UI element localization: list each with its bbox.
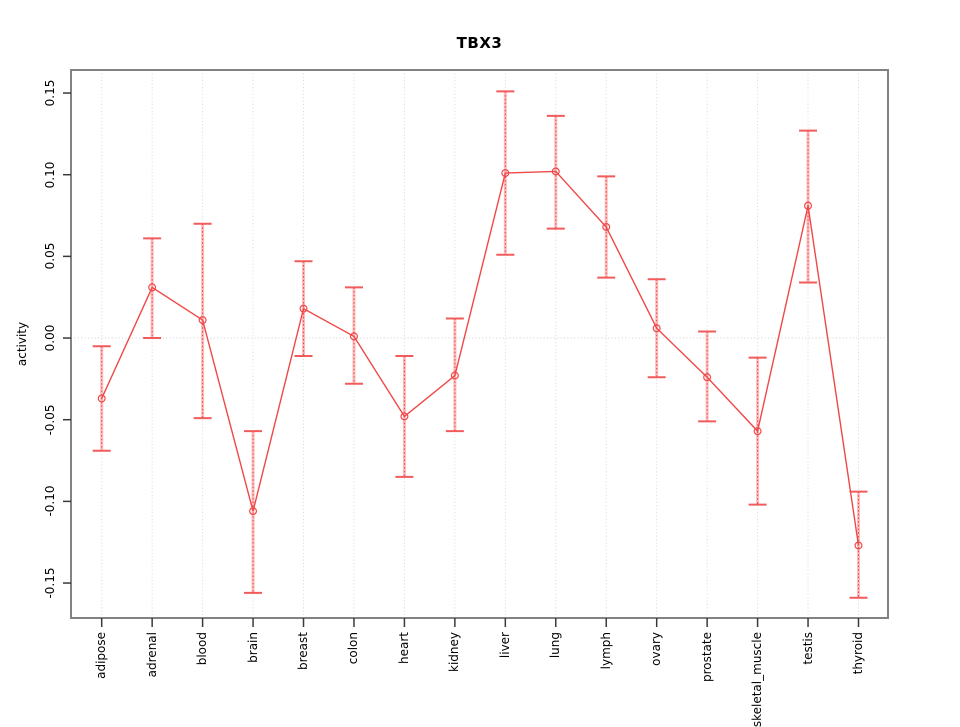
data-point-brain (249, 507, 258, 516)
data-point-ovary (652, 324, 661, 333)
x-tick-label-lung: lung (548, 632, 563, 659)
x-tick-label-testis: testis (800, 632, 815, 665)
data-point-adrenal (148, 283, 157, 292)
data-point-colon (349, 332, 358, 341)
x-tick-label-breast: breast (296, 632, 310, 670)
x-tick-label-adipose: adipose (94, 632, 109, 679)
y-tick-label-0.00: 0.00 (43, 324, 57, 352)
data-point-testis (804, 201, 813, 210)
y-tick-label--0.15: -0.15 (43, 567, 57, 599)
x-tick-label-blood: blood (195, 632, 210, 666)
y-tick-label-0.15: 0.15 (43, 79, 57, 107)
x-tick-label-skeletal_muscle: skeletal_muscle (750, 632, 765, 727)
x-tick-label-thyroid: thyroid (850, 632, 865, 675)
series-line (101, 170, 860, 546)
x-tick-label-ovary: ovary (649, 632, 664, 666)
data-point-lymph (602, 222, 611, 231)
x-tick-label-lymph: lymph (598, 632, 613, 670)
x-tick-label-kidney: kidney (447, 632, 462, 672)
data-point-skeletal_muscle (753, 427, 762, 436)
data-point-adipose (97, 394, 106, 403)
x-tick-label-colon: colon (346, 632, 361, 665)
data-point-lung (551, 167, 560, 176)
data-point-breast (299, 304, 308, 313)
data-point-liver (501, 169, 510, 178)
y-tick-label-0.10: 0.10 (43, 161, 57, 189)
x-tick-label-prostate: prostate (699, 632, 714, 683)
x-tick-label-adrenal: adrenal (144, 632, 159, 678)
data-point-kidney (450, 371, 459, 380)
data-point-prostate (703, 373, 712, 382)
x-tick-label-liver: liver (497, 632, 512, 659)
chart-title: TBX3 (456, 34, 503, 52)
y-tick-label-0.05: 0.05 (43, 243, 57, 270)
data-point-thyroid (854, 541, 863, 550)
x-tick-label-heart: heart (396, 632, 411, 664)
x-tick-label-brain: brain (245, 632, 260, 663)
data-point-blood (198, 316, 207, 325)
y-tick-label--0.10: -0.10 (43, 485, 57, 517)
plot-frame (70, 69, 889, 619)
y-tick-label--0.05: -0.05 (43, 404, 57, 436)
data-point-heart (400, 412, 409, 421)
